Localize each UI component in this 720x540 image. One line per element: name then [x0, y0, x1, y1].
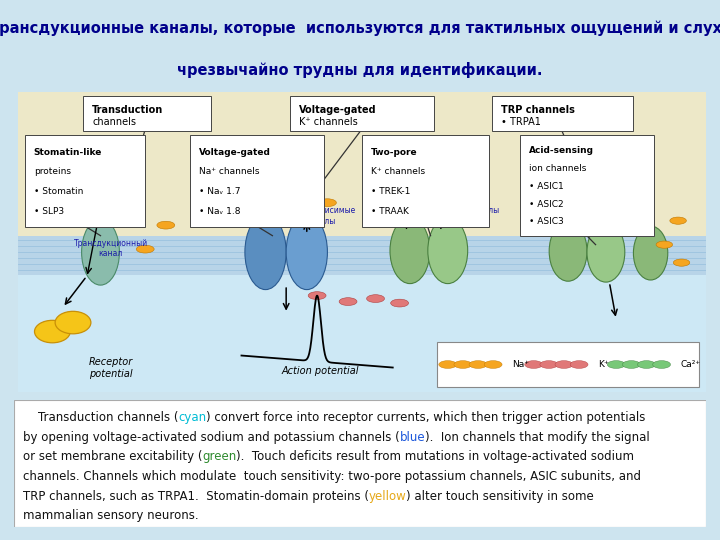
FancyBboxPatch shape: [492, 96, 634, 131]
Text: Трансдукционные каналы, которые  используются для тактильных ощущений и слуха: Трансдукционные каналы, которые использу…: [0, 20, 720, 36]
Text: Transduction: Transduction: [92, 105, 163, 114]
Circle shape: [454, 361, 472, 368]
Text: Transduction channels (: Transduction channels (: [23, 411, 178, 424]
Circle shape: [525, 361, 543, 368]
Text: Acid-sensing: Acid-sensing: [529, 146, 594, 156]
Text: • Naᵥ 1.7: • Naᵥ 1.7: [199, 187, 240, 196]
Bar: [18, 260, 706, 392]
Text: proteins: proteins: [34, 167, 71, 176]
Circle shape: [122, 214, 140, 221]
Text: чрезвычайно трудны для идентификации.: чрезвычайно трудны для идентификации.: [177, 63, 543, 78]
Text: Na⁺ channels: Na⁺ channels: [199, 167, 259, 176]
FancyBboxPatch shape: [25, 135, 145, 227]
FancyBboxPatch shape: [190, 135, 324, 227]
Text: cyan: cyan: [178, 411, 207, 424]
Circle shape: [540, 361, 558, 368]
Circle shape: [652, 361, 670, 368]
Ellipse shape: [634, 226, 667, 280]
Text: TRP channels: TRP channels: [501, 105, 575, 114]
Text: Ca²⁺: Ca²⁺: [680, 360, 701, 369]
Ellipse shape: [35, 320, 71, 343]
Ellipse shape: [549, 221, 587, 281]
Circle shape: [524, 210, 541, 217]
Circle shape: [673, 259, 690, 266]
Text: • ASIC1: • ASIC1: [529, 182, 564, 191]
Circle shape: [391, 299, 408, 307]
Circle shape: [136, 245, 154, 253]
Text: ) convert force into receptor currents, which then trigger action potentials: ) convert force into receptor currents, …: [207, 411, 646, 424]
Circle shape: [157, 221, 175, 229]
Text: mammalian sensory neurons.: mammalian sensory neurons.: [23, 509, 198, 522]
Circle shape: [469, 361, 487, 368]
Circle shape: [438, 361, 456, 368]
Text: ) alter touch sensitivity in some: ) alter touch sensitivity in some: [407, 490, 594, 503]
Text: or set membrane excitability (: or set membrane excitability (: [23, 450, 202, 463]
Text: Two-pore: Two-pore: [371, 147, 418, 157]
FancyBboxPatch shape: [362, 135, 489, 227]
Text: Вольт-зависимые
каналы: Вольт-зависимые каналы: [285, 206, 356, 226]
FancyBboxPatch shape: [438, 342, 698, 387]
Text: • Naᵥ 1.8: • Naᵥ 1.8: [199, 206, 240, 215]
Circle shape: [637, 361, 655, 368]
Text: blue: blue: [400, 431, 425, 444]
Circle shape: [318, 199, 336, 207]
FancyBboxPatch shape: [520, 135, 654, 235]
Text: Voltage-gated: Voltage-gated: [299, 105, 376, 114]
Ellipse shape: [587, 222, 625, 282]
Circle shape: [670, 217, 686, 224]
Circle shape: [339, 298, 357, 306]
Text: • TRPA1: • TRPA1: [501, 117, 541, 127]
Text: Stomatin-like: Stomatin-like: [34, 147, 102, 157]
Text: K⁺ channels: K⁺ channels: [371, 167, 425, 176]
Text: ion channels: ion channels: [529, 164, 586, 173]
Text: green: green: [202, 450, 236, 463]
Circle shape: [209, 202, 226, 210]
Ellipse shape: [390, 218, 430, 284]
Text: ).  Ion channels that modify the signal: ). Ion channels that modify the signal: [425, 431, 650, 444]
Circle shape: [484, 361, 502, 368]
Text: K⁺: K⁺: [598, 360, 608, 369]
Ellipse shape: [81, 219, 120, 285]
FancyBboxPatch shape: [289, 96, 434, 131]
Text: K⁺ channels: K⁺ channels: [299, 117, 357, 127]
Ellipse shape: [245, 215, 286, 289]
Ellipse shape: [55, 312, 91, 334]
Circle shape: [622, 361, 640, 368]
Bar: [18, 92, 706, 278]
Text: • TREK-1: • TREK-1: [371, 187, 410, 196]
Text: Receptor
potential: Receptor potential: [89, 357, 133, 379]
Circle shape: [570, 361, 588, 368]
Text: TRP channels, such as TRPA1.  Stomatin-domain proteins (: TRP channels, such as TRPA1. Stomatin-do…: [23, 490, 369, 503]
FancyBboxPatch shape: [84, 96, 210, 131]
Text: • Stomatin: • Stomatin: [34, 187, 84, 196]
Text: ).  Touch deficits result from mutations in voltage-activated sodium: ). Touch deficits result from mutations …: [236, 450, 634, 463]
Text: Action potential: Action potential: [282, 366, 359, 376]
Text: • TRAAK: • TRAAK: [371, 206, 409, 215]
Text: • SLP3: • SLP3: [34, 206, 64, 215]
Circle shape: [607, 361, 625, 368]
Text: yellow: yellow: [369, 490, 407, 503]
Text: Na⁺: Na⁺: [512, 360, 528, 369]
Circle shape: [366, 295, 384, 302]
Circle shape: [656, 241, 672, 248]
Text: Модулирующие каналы: Модулирующие каналы: [403, 206, 499, 215]
Circle shape: [308, 292, 326, 300]
Text: • ASIC3: • ASIC3: [529, 217, 564, 226]
Ellipse shape: [286, 215, 328, 289]
Text: Трансдукционный
канал: Трансдукционный канал: [73, 239, 148, 258]
Ellipse shape: [428, 218, 468, 284]
Circle shape: [555, 361, 573, 368]
Text: channels: channels: [92, 117, 136, 127]
Bar: [18, 235, 706, 275]
Text: channels. Channels which modulate  touch sensitivity: two-pore potassium channel: channels. Channels which modulate touch …: [23, 470, 641, 483]
Text: Voltage-gated: Voltage-gated: [199, 147, 271, 157]
FancyBboxPatch shape: [14, 400, 706, 526]
Circle shape: [532, 220, 549, 227]
Text: • ASIC2: • ASIC2: [529, 200, 564, 208]
Text: by opening voltage-activated sodium and potassium channels (: by opening voltage-activated sodium and …: [23, 431, 400, 444]
